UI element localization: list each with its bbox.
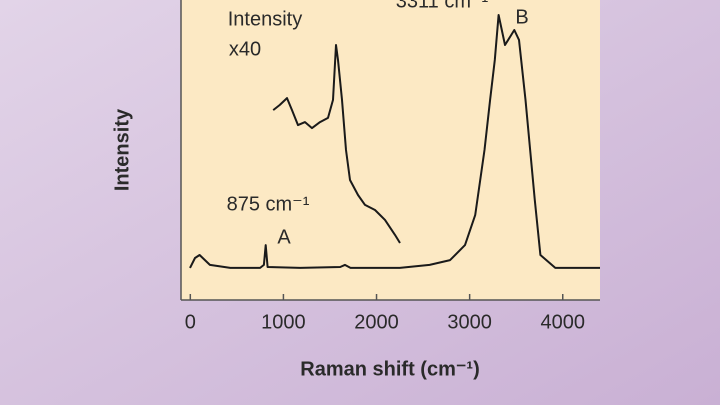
x-tick-label: 1000 bbox=[261, 311, 306, 333]
spectrum-line bbox=[189, 14, 600, 269]
annotation: A bbox=[277, 226, 291, 248]
y-axis-label: Intensity bbox=[111, 108, 133, 191]
x-tick-label: 3000 bbox=[447, 311, 492, 333]
x-axis-label: Raman shift (cm⁻¹) bbox=[300, 358, 479, 380]
annotation: B bbox=[515, 6, 528, 28]
annotation: 875 cm⁻¹ bbox=[227, 193, 310, 215]
x-tick-label: 2000 bbox=[354, 311, 399, 333]
x-tick-label: 0 bbox=[185, 311, 196, 333]
annotation: x40 bbox=[229, 38, 261, 60]
x-tick-label: 4000 bbox=[541, 311, 586, 333]
annotation: Intensity bbox=[228, 8, 302, 30]
annotation: 3311 cm⁻¹ bbox=[396, 0, 489, 12]
spectrum-line bbox=[272, 44, 401, 244]
